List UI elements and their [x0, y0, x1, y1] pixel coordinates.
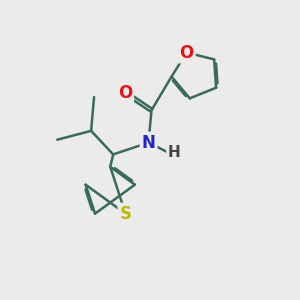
Text: S: S	[119, 205, 131, 223]
Text: O: O	[179, 44, 194, 62]
Text: H: H	[168, 146, 181, 160]
Text: O: O	[118, 84, 132, 102]
Text: N: N	[142, 134, 155, 152]
